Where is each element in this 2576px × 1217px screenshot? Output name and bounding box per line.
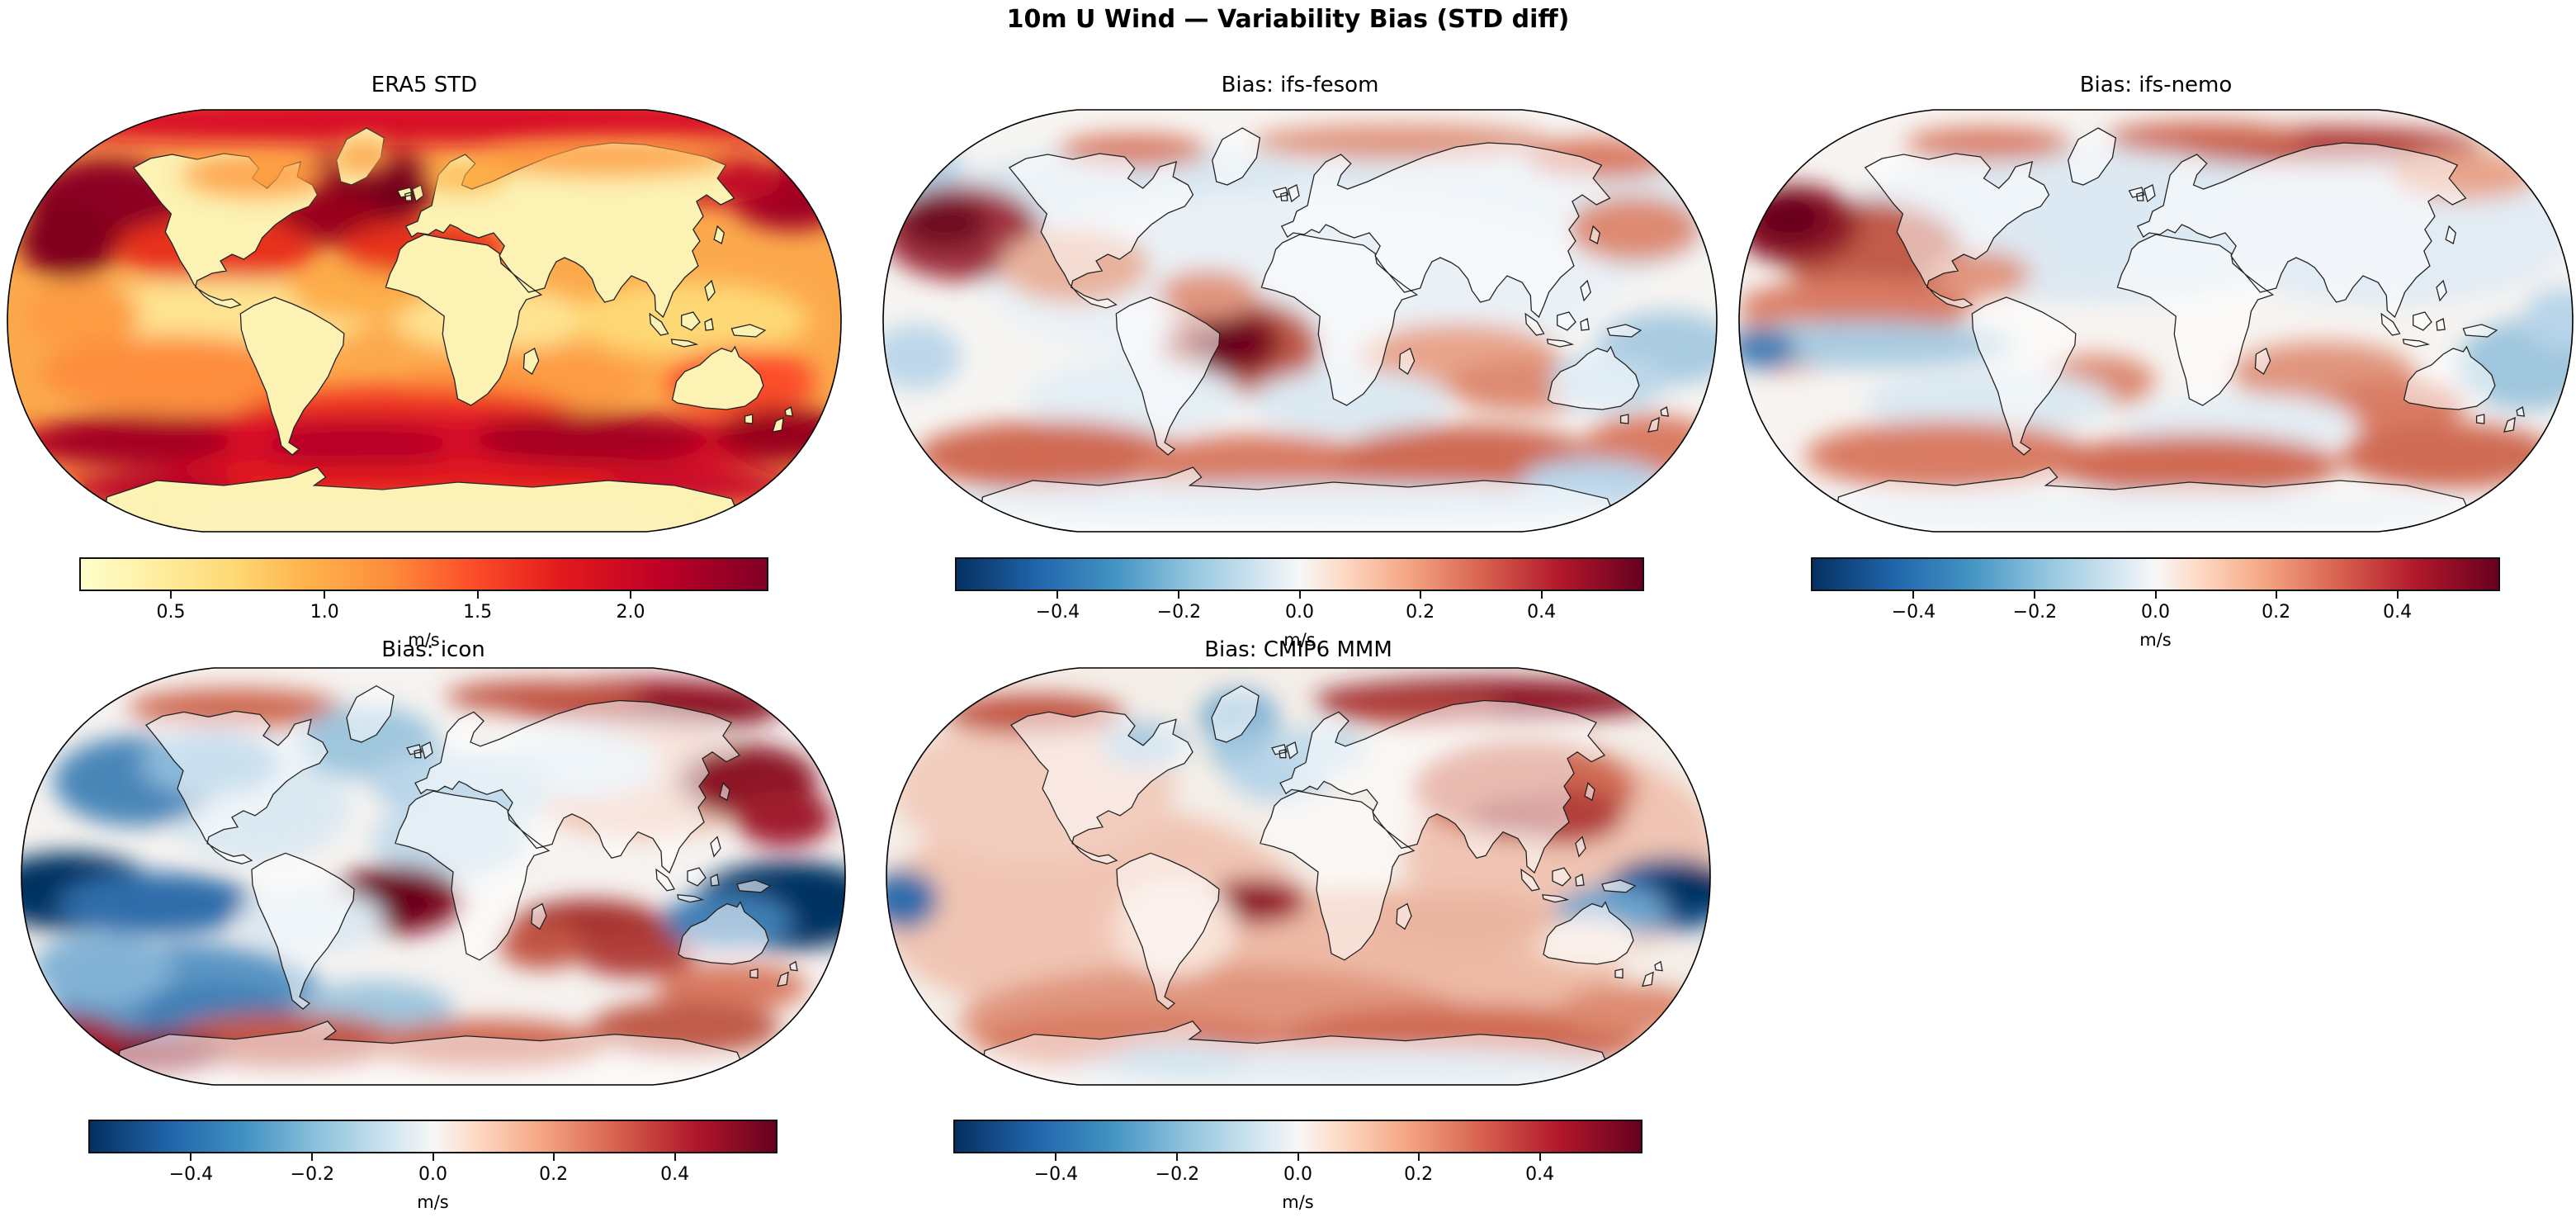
colorbar-tick-label: 0.0	[418, 1164, 447, 1185]
colorbar-tick	[1178, 591, 1180, 599]
colorbar-tick-label: 0.2	[1404, 1164, 1434, 1185]
colorbar-era5-std: 0.5 1.0 1.5 2.0 m/s	[79, 557, 768, 655]
colorbar-tick-label: 1.5	[463, 602, 493, 623]
colorbar-tick	[432, 1153, 434, 1161]
world-map-bias-ifs-nemo	[1738, 109, 2574, 533]
colorbar-tick	[630, 591, 631, 599]
colorbar-tick-label: 0.2	[2262, 602, 2291, 623]
colorbar-bias-ifs-fesom: −0.4 −0.2 0.0 0.2 0.4 m/s	[955, 557, 1644, 655]
colorbar-tick	[1055, 1153, 1057, 1161]
panel-title: Bias: icon	[381, 637, 485, 662]
colorbar-tick	[170, 591, 173, 599]
colorbar-unit-label: m/s	[408, 630, 440, 650]
colorbar-tick	[1056, 591, 1059, 599]
colorbar-bias-icon: −0.4 −0.2 0.0 0.2 0.4 m/s	[88, 1120, 778, 1217]
world-map-bias-icon	[21, 667, 846, 1086]
colorbar-unit-label: m/s	[1282, 1192, 1314, 1212]
colorbar-tick-label: −0.2	[1156, 602, 1202, 623]
colorbar-tick-label: −0.4	[168, 1164, 214, 1185]
panel-title: Bias: ifs-nemo	[2079, 73, 2233, 97]
colorbar-tick	[1297, 1153, 1299, 1161]
colorbar-tick	[2396, 591, 2399, 599]
colorbar-tick	[1419, 591, 1421, 599]
colorbar-tick	[476, 591, 479, 599]
colorbar-tick	[1417, 1153, 1420, 1161]
colorbar-gradient	[953, 1120, 1642, 1153]
colorbar-tick-label: −0.2	[2012, 602, 2058, 623]
colorbar-tick-label: −0.2	[1155, 1164, 1200, 1185]
colorbar-bias-cmip6-mmm: −0.4 −0.2 0.0 0.2 0.4 m/s	[953, 1120, 1642, 1217]
colorbar-unit-label: m/s	[1283, 630, 1316, 650]
colorbar-tick	[1539, 1153, 1541, 1161]
colorbar-unit-label: m/s	[2139, 630, 2172, 650]
colorbar-tick-label: −0.4	[1033, 1164, 1079, 1185]
colorbar-tick	[1912, 591, 1915, 599]
colorbar-gradient	[1811, 557, 2500, 591]
colorbar-tick	[190, 1153, 192, 1161]
world-map-bias-ifs-fesom	[882, 109, 1718, 533]
colorbar-tick-label: 0.0	[2141, 602, 2170, 623]
colorbar-tick	[1298, 591, 1301, 599]
colorbar-tick-label: 0.4	[1527, 602, 1557, 623]
colorbar-bias-ifs-nemo: −0.4 −0.2 0.0 0.2 0.4 m/s	[1811, 557, 2500, 655]
colorbar-tick-label: 0.0	[1285, 602, 1314, 623]
colorbar-tick-label: 2.0	[616, 602, 645, 623]
colorbar-tick	[2034, 591, 2036, 599]
colorbar-tick	[552, 1153, 555, 1161]
colorbar-tick	[1540, 591, 1543, 599]
world-map-era5-std	[7, 109, 842, 533]
world-map-bias-cmip6-mmm	[886, 667, 1711, 1086]
colorbar-tick	[1176, 1153, 1179, 1161]
colorbar-gradient	[955, 557, 1644, 591]
colorbar-tick	[311, 1153, 314, 1161]
colorbar-gradient	[88, 1120, 778, 1153]
colorbar-unit-label: m/s	[417, 1192, 449, 1212]
colorbar-tick	[2154, 591, 2157, 599]
colorbar-tick-label: −0.4	[1891, 602, 1936, 623]
colorbar-tick-label: 1.0	[310, 602, 339, 623]
colorbar-tick-label: 0.2	[1406, 602, 1435, 623]
colorbar-tick-label: 0.4	[660, 1164, 690, 1185]
colorbar-tick-label: 0.4	[2383, 602, 2413, 623]
figure-title: 10m U Wind — Variability Bias (STD diff)	[1006, 5, 1570, 34]
colorbar-tick-label: 0.4	[1525, 1164, 1555, 1185]
panel-title: ERA5 STD	[371, 73, 478, 97]
colorbar-tick-label: 0.5	[156, 602, 186, 623]
colorbar-tick-label: −0.2	[290, 1164, 335, 1185]
colorbar-tick	[324, 591, 326, 599]
colorbar-tick-label: 0.2	[539, 1164, 569, 1185]
colorbar-tick	[674, 1153, 676, 1161]
panel-title: Bias: ifs-fesom	[1221, 73, 1379, 97]
colorbar-tick	[2275, 591, 2277, 599]
panel-title: Bias: CMIP6 MMM	[1204, 637, 1392, 662]
colorbar-gradient	[79, 557, 768, 591]
colorbar-tick-label: 0.0	[1283, 1164, 1312, 1185]
colorbar-tick-label: −0.4	[1035, 602, 1080, 623]
